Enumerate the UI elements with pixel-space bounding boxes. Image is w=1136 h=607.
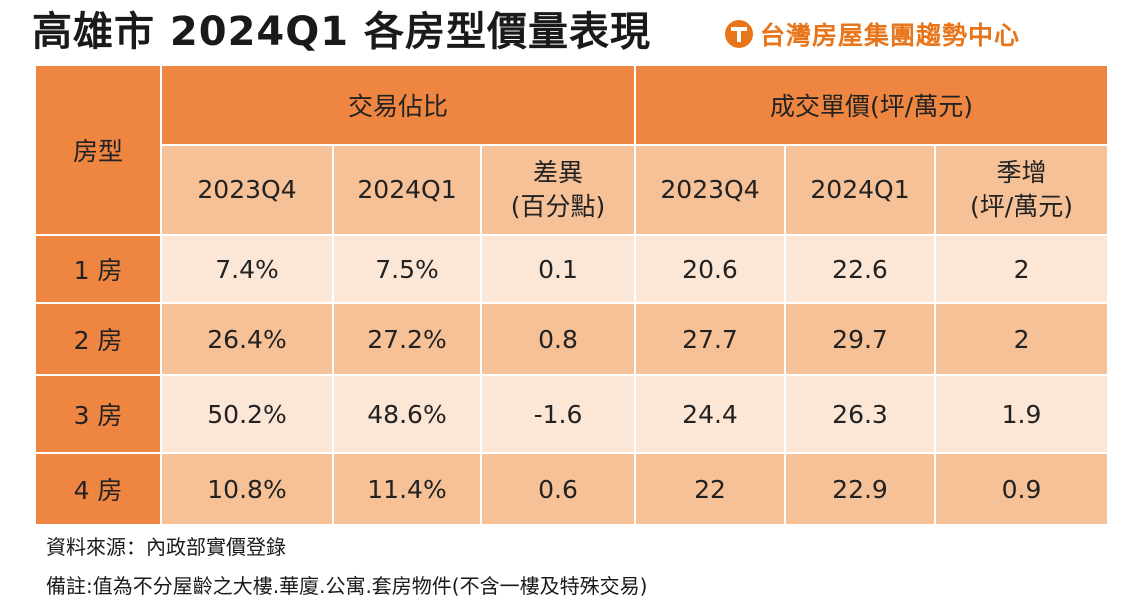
subheader-share-diff-line1: 差異	[533, 158, 584, 187]
table-row: 3 房 50.2% 48.6% -1.6 24.4 26.3 1.9	[34, 374, 1110, 454]
row-label: 3 房	[34, 374, 162, 454]
cell-price-2024q1: 26.3	[784, 374, 937, 454]
cell-price-2023q4: 22	[634, 452, 787, 526]
data-source-note: 資料來源：內政部實價登錄	[46, 535, 286, 559]
cell-share-diff: 0.8	[479, 302, 637, 376]
cell-share-diff: -1.6	[479, 374, 637, 454]
subheader-price-2023q4: 2023Q4	[634, 144, 787, 236]
cell-price-diff: 1.9	[934, 374, 1110, 454]
subheader-share-2023q4: 2023Q4	[160, 144, 334, 236]
subheader-price-diff-line1: 季增	[996, 158, 1047, 187]
subheader-price-diff: 季增 (坪/萬元)	[934, 144, 1110, 236]
row-label: 4 房	[34, 452, 162, 526]
cell-share-2024q1: 27.2%	[332, 302, 482, 376]
brand: 台灣房屋集團趨勢中心	[724, 16, 1020, 52]
page-title: 高雄市 2024Q1 各房型價量表現	[32, 9, 652, 55]
taiwan-realty-logo-icon	[725, 20, 753, 48]
table-row: 2 房 26.4% 27.2% 0.8 27.7 29.7 2	[34, 302, 1110, 376]
header-room-type: 房型	[34, 64, 162, 236]
subheader-share-diff: 差異 (百分點)	[479, 144, 637, 236]
cell-share-diff: 0.6	[479, 452, 637, 526]
cell-share-2024q1: 48.6%	[332, 374, 482, 454]
cell-price-2024q1: 29.7	[784, 302, 937, 376]
cell-price-2023q4: 24.4	[634, 374, 787, 454]
row-label: 2 房	[34, 302, 162, 376]
table-row: 4 房 10.8% 11.4% 0.6 22 22.9 0.9	[34, 452, 1110, 526]
cell-share-2023q4: 10.8%	[160, 452, 334, 526]
table-row: 1 房 7.4% 7.5% 0.1 20.6 22.6 2	[34, 234, 1110, 304]
subheader-price-2024q1: 2024Q1	[784, 144, 937, 236]
subheader-price-diff-line2: (坪/萬元)	[970, 192, 1073, 221]
cell-share-2023q4: 26.4%	[160, 302, 334, 376]
header-transaction-share: 交易佔比	[159, 64, 637, 146]
cell-price-2024q1: 22.9	[784, 452, 937, 526]
cell-price-diff: 2	[934, 234, 1110, 304]
cell-share-2023q4: 7.4%	[160, 234, 334, 304]
row-label: 1 房	[34, 234, 162, 304]
cell-price-diff: 2	[934, 302, 1110, 376]
room-type-table: 房型 交易佔比 成交單價(坪/萬元) 2023Q4 2024Q1 差異 (百分點…	[34, 64, 1110, 526]
cell-share-2023q4: 50.2%	[160, 374, 334, 454]
cell-price-diff: 0.9	[934, 452, 1110, 526]
remarks-note: 備註:值為不分屋齡之大樓.華廈.公寓.套房物件(不含一樓及特殊交易)	[46, 574, 648, 598]
subheader-share-2024q1: 2024Q1	[332, 144, 482, 236]
cell-price-2023q4: 27.7	[634, 302, 787, 376]
cell-share-2024q1: 11.4%	[332, 452, 482, 526]
cell-share-diff: 0.1	[479, 234, 637, 304]
cell-price-2023q4: 20.6	[634, 234, 787, 304]
cell-share-2024q1: 7.5%	[332, 234, 482, 304]
brand-name: 台灣房屋集團趨勢中心	[760, 21, 1021, 50]
cell-price-2024q1: 22.6	[784, 234, 937, 304]
subheader-share-diff-line2: (百分點)	[510, 192, 606, 221]
header-unit-price: 成交單價(坪/萬元)	[634, 64, 1110, 146]
